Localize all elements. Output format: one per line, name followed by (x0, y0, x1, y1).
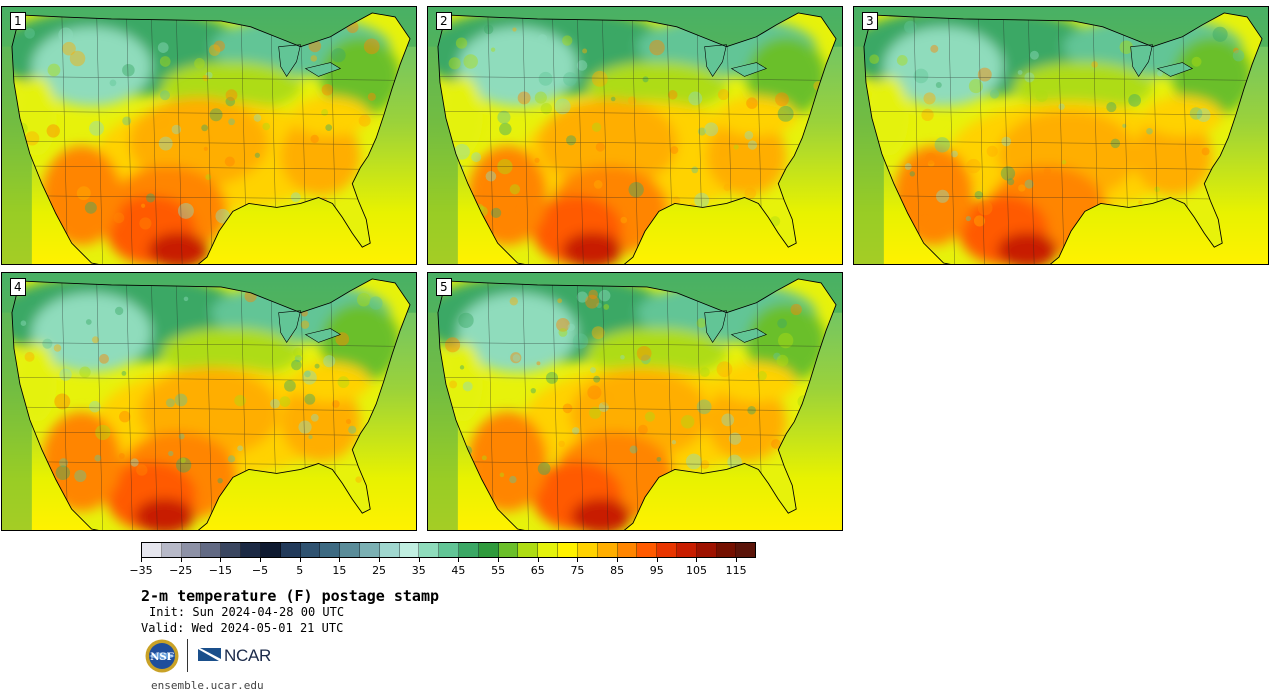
website-url: ensemble.ucar.edu (151, 679, 264, 692)
colorbar-tick (299, 558, 301, 562)
colorbar-swatch (320, 543, 341, 557)
state-boundaries (11, 12, 411, 264)
coastline (11, 12, 411, 264)
coastline (437, 12, 837, 264)
colorbar-tick (180, 558, 182, 562)
temperature-map-2 (428, 7, 842, 264)
colorbar-swatch (161, 543, 182, 557)
colorbar-tick-label: 35 (411, 564, 426, 577)
colorbar-tick-label: 85 (610, 564, 625, 577)
colorbar-tick (141, 558, 142, 562)
colorbar-swatch (340, 543, 360, 557)
colorbar-tick (458, 558, 460, 562)
colorbar-swatch (459, 543, 479, 557)
panel-number-label: 2 (436, 12, 452, 30)
colorbar-tick-label: −35 (129, 564, 153, 577)
colorbar-tick (498, 558, 500, 562)
colorbar-tick-label: −15 (208, 564, 232, 577)
colorbar-swatch (142, 543, 162, 557)
colorbar-tick-label: 95 (649, 564, 664, 577)
temperature-map-5 (428, 273, 842, 530)
colorbar-swatch (478, 543, 499, 557)
panel-number-label: 5 (436, 278, 452, 296)
coastline (437, 278, 837, 530)
colorbar-swatch (399, 543, 420, 557)
colorbar-swatch (657, 543, 677, 557)
colorbar-swatch (696, 543, 717, 557)
colorbar-swatch (676, 543, 697, 557)
temperature-map-1 (2, 7, 416, 264)
colorbar-tick-label: 75 (570, 564, 585, 577)
nsf-logo-icon: NSF (145, 639, 179, 673)
postage-stamp-panel-3: 3 (853, 6, 1269, 265)
init-time: Init: Sun 2024-04-28 00 UTC (149, 605, 345, 619)
colorbar-swatch (716, 543, 737, 557)
colorbar-tick (656, 558, 658, 562)
ncar-logo-text: NCAR (224, 646, 271, 665)
colorbar-swatch (637, 543, 658, 557)
temperature-colorbar (141, 542, 756, 558)
postage-stamp-panel-1: 1 (1, 6, 417, 265)
colorbar-swatch (538, 543, 559, 557)
colorbar-tick (339, 558, 341, 562)
colorbar-swatch (439, 543, 459, 557)
panel-number-label: 4 (10, 278, 26, 296)
colorbar-swatch (280, 543, 301, 557)
colorbar-swatch (518, 543, 539, 557)
colorbar-tick-label: 45 (451, 564, 466, 577)
colorbar-tick (617, 558, 619, 562)
colorbar-swatch (181, 543, 202, 557)
colorbar-tick (736, 558, 738, 562)
colorbar-swatch (419, 543, 440, 557)
coastline (863, 12, 1263, 264)
colorbar-tick-label: 55 (491, 564, 506, 577)
colorbar-tick-label: 15 (332, 564, 347, 577)
logo-divider (187, 639, 188, 672)
nsf-logo-text: NSF (150, 652, 173, 663)
colorbar-tick (537, 558, 539, 562)
postage-stamp-panel-5: 5 (427, 272, 843, 531)
colorbar-tick-label: 105 (685, 564, 707, 577)
ncar-logo-icon (198, 648, 221, 662)
postage-stamp-panel-2: 2 (427, 6, 843, 265)
state-boundaries (863, 12, 1263, 264)
coastline (11, 278, 411, 530)
colorbar-swatch (597, 543, 618, 557)
colorbar-tick (379, 558, 381, 562)
colorbar-tick-label: 65 (530, 564, 545, 577)
colorbar-swatch (201, 543, 222, 557)
postage-stamp-panel-4: 4 (1, 272, 417, 531)
colorbar-swatch (300, 543, 321, 557)
colorbar-swatch (736, 543, 756, 557)
colorbar-tick (577, 558, 579, 562)
colorbar-swatch (617, 543, 638, 557)
colorbar-swatch (577, 543, 598, 557)
colorbar-tick (418, 558, 420, 562)
colorbar-swatch (221, 543, 242, 557)
colorbar-swatch (241, 543, 261, 557)
colorbar-tick (260, 558, 262, 562)
panel-number-label: 3 (862, 12, 878, 30)
colorbar-tick-label: 115 (725, 564, 747, 577)
panel-number-label: 1 (10, 12, 26, 30)
colorbar-tick (696, 558, 698, 562)
colorbar-swatch (359, 543, 380, 557)
colorbar-swatch (558, 543, 578, 557)
colorbar-tick-label: −5 (251, 564, 269, 577)
temperature-map-3 (854, 7, 1268, 264)
colorbar-tick-label: 25 (372, 564, 387, 577)
colorbar-tick-label: 5 (296, 564, 304, 577)
valid-time: Valid: Wed 2024-05-01 21 UTC (141, 621, 344, 635)
colorbar-tick (220, 558, 222, 562)
colorbar-tick-label: −25 (169, 564, 193, 577)
colorbar-swatch (379, 543, 400, 557)
colorbar-swatch (498, 543, 519, 557)
colorbar-tick-labels: −35 −25 −15 −5 5 15 25 35 45 55 65 75 85 95 105 115 (129, 558, 756, 578)
temperature-map-4 (2, 273, 416, 530)
colorbar-swatch (260, 543, 281, 557)
figure-title: 2-m temperature (F) postage stamp (141, 587, 440, 605)
